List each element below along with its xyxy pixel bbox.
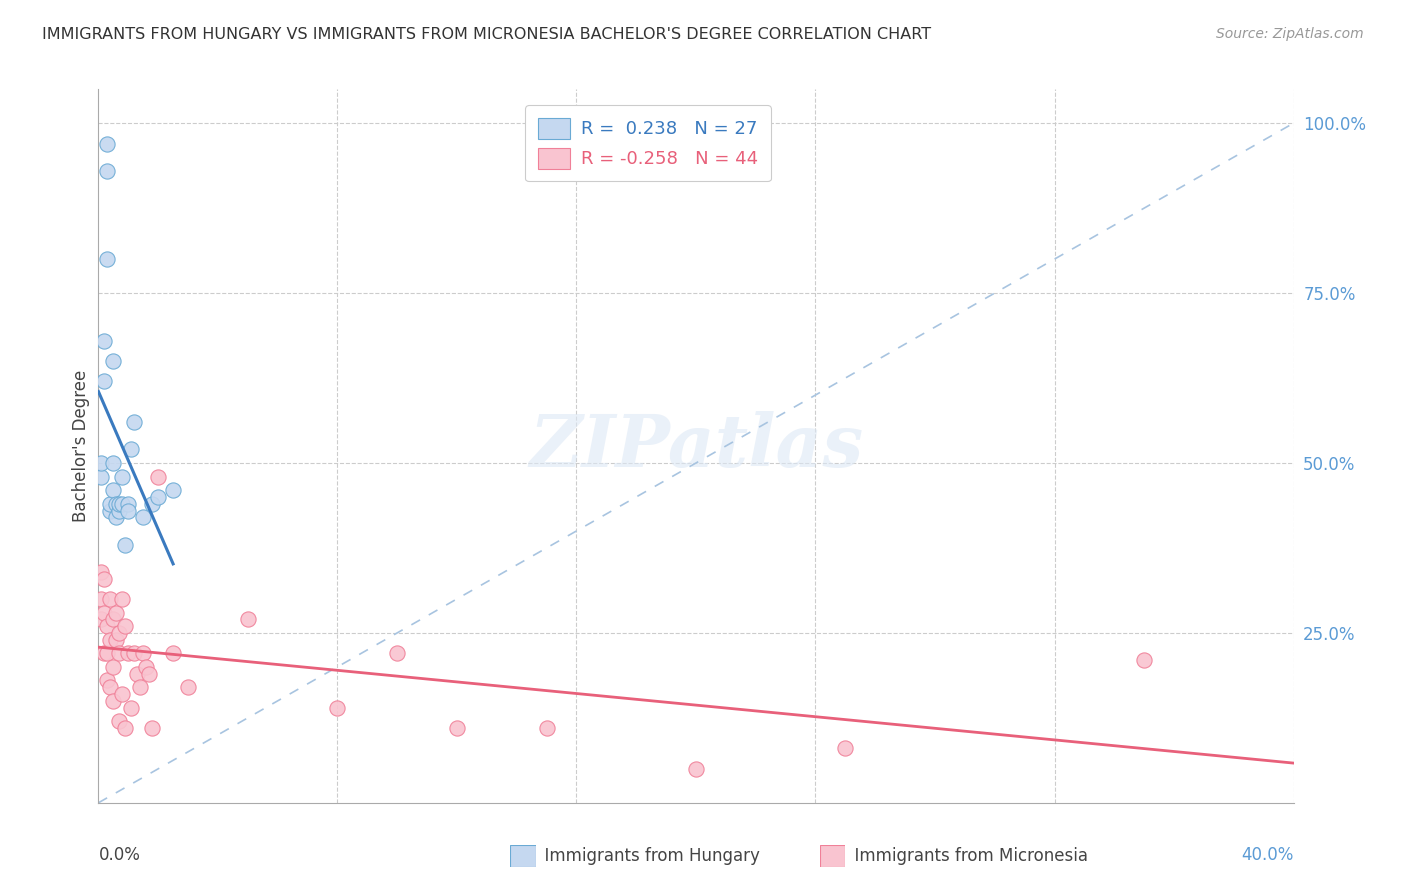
Point (326, 700, 349, 714)
Point (124, 646, 146, 660)
Point (93, 572, 115, 586)
Point (177, 680, 200, 694)
Point (96, 252, 118, 266)
Point (90, 456, 112, 470)
Point (111, 591, 134, 606)
Text: ZIPatlas: ZIPatlas (529, 410, 863, 482)
Point (685, 762, 707, 776)
Point (103, 354, 125, 368)
Point (90, 612, 112, 626)
Point (138, 666, 160, 681)
Text: IMMIGRANTS FROM HUNGARY VS IMMIGRANTS FROM MICRONESIA BACHELOR'S DEGREE CORRELAT: IMMIGRANTS FROM HUNGARY VS IMMIGRANTS FR… (42, 27, 931, 42)
Point (111, 497, 134, 511)
Point (96, 163, 118, 178)
Point (127, 666, 149, 681)
Point (100, 503, 122, 517)
Point (93, 606, 115, 620)
Point (111, 469, 134, 483)
Point (105, 510, 128, 524)
Point (96, 646, 118, 660)
Point (117, 497, 139, 511)
Point (93, 646, 115, 660)
Point (100, 497, 122, 511)
Text: 40.0%: 40.0% (1241, 846, 1294, 863)
Point (129, 680, 152, 694)
Point (108, 714, 131, 729)
Point (103, 660, 125, 674)
Point (162, 483, 184, 498)
Point (103, 694, 125, 708)
Point (100, 591, 122, 606)
Point (105, 632, 128, 647)
Point (103, 483, 125, 498)
Point (132, 510, 155, 524)
Point (103, 456, 125, 470)
Point (162, 646, 184, 660)
Point (114, 537, 136, 551)
Text: Source: ZipAtlas.com: Source: ZipAtlas.com (1216, 27, 1364, 41)
Point (90, 565, 112, 579)
Point (446, 721, 468, 735)
Point (132, 646, 155, 660)
Point (141, 497, 163, 511)
Point (135, 660, 157, 674)
Point (90, 591, 112, 606)
Point (536, 721, 558, 735)
Y-axis label: Bachelor's Degree: Bachelor's Degree (72, 370, 90, 522)
Point (105, 606, 128, 620)
Point (100, 680, 122, 694)
Point (120, 700, 142, 714)
Point (103, 612, 125, 626)
Point (148, 490, 170, 504)
Point (114, 619, 136, 633)
Point (124, 415, 146, 429)
Point (117, 503, 139, 517)
Point (148, 469, 170, 483)
Text: 0.0%: 0.0% (98, 846, 141, 863)
Point (96, 673, 118, 688)
Point (93, 334, 115, 348)
Text: Immigrants from Hungary: Immigrants from Hungary (534, 847, 761, 864)
Legend: R =  0.238   N = 27, R = -0.258   N = 44: R = 0.238 N = 27, R = -0.258 N = 44 (526, 105, 770, 181)
Point (90, 469, 112, 483)
Point (236, 612, 259, 626)
Point (117, 646, 139, 660)
Point (120, 442, 142, 457)
Point (111, 687, 134, 701)
Text: Immigrants from Micronesia: Immigrants from Micronesia (844, 847, 1088, 864)
Point (385, 646, 409, 660)
Point (93, 375, 115, 389)
Point (108, 497, 131, 511)
Point (1133, 653, 1156, 667)
Point (96, 136, 118, 151)
Point (100, 632, 122, 647)
Point (108, 503, 131, 517)
Point (105, 497, 128, 511)
Point (114, 721, 136, 735)
Point (96, 619, 118, 633)
Point (108, 626, 131, 640)
Point (108, 646, 131, 660)
Point (141, 721, 163, 735)
Point (834, 741, 856, 756)
